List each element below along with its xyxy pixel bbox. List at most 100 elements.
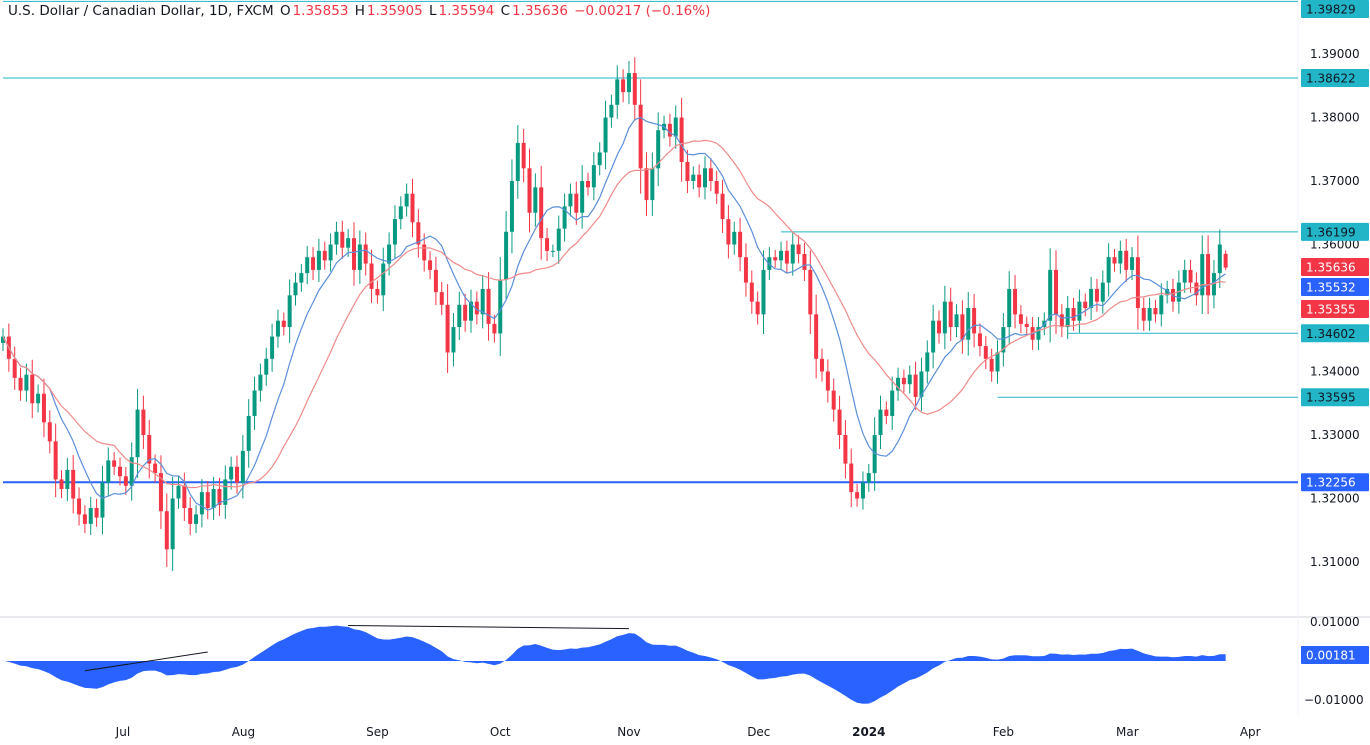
candle-body — [71, 469, 76, 499]
candle-body — [36, 393, 41, 404]
candle-body — [445, 304, 450, 353]
candle-body — [1094, 288, 1099, 302]
candle-body — [141, 409, 146, 435]
time-tick-label: Mar — [1116, 725, 1139, 739]
slow-ma-price-label-text: 1.35355 — [1306, 303, 1356, 317]
time-tick-label: Apr — [1240, 725, 1261, 739]
candle-body — [258, 374, 263, 391]
candle-body — [199, 492, 204, 515]
candle-body — [509, 181, 514, 232]
level-price-label: 1.39829 — [1301, 0, 1369, 18]
candle-body — [989, 358, 994, 372]
low-label: L — [428, 3, 437, 19]
candle-body — [890, 390, 895, 416]
candle-body — [112, 460, 117, 467]
candle-body — [1083, 301, 1088, 308]
candle-body — [732, 231, 737, 245]
candle-body — [913, 374, 918, 397]
price-tick-label: 1.39000 — [1310, 47, 1360, 61]
candle-body — [1124, 250, 1129, 270]
level-price-label-text: 1.34602 — [1306, 327, 1356, 341]
candle-body — [843, 435, 848, 464]
open-label: O — [279, 3, 291, 19]
candle-body — [53, 441, 58, 480]
support-price-label-text: 1.32256 — [1306, 476, 1356, 490]
candle-body — [1100, 282, 1105, 302]
symbol-title: U.S. Dollar / Canadian Dollar, 1D, FXCM — [8, 3, 274, 19]
candle-body — [743, 257, 748, 283]
candle-body — [1165, 288, 1170, 296]
oscillator-trendline — [84, 651, 208, 672]
candle-body — [679, 117, 684, 162]
candle-body — [270, 336, 275, 359]
time-tick-label: Nov — [617, 725, 640, 739]
level-price-label: 1.36199 — [1301, 222, 1369, 241]
candle-body — [1024, 323, 1029, 328]
candle-body — [82, 514, 87, 524]
candle-body — [814, 314, 819, 359]
candle-body — [293, 282, 298, 296]
candle-body — [346, 238, 351, 248]
candle-body — [609, 104, 614, 118]
level-price-label-box — [1301, 0, 1369, 18]
candle-body — [656, 130, 661, 169]
candle-body — [907, 374, 912, 385]
candle-body — [603, 117, 608, 153]
time-tick-label: Oct — [490, 725, 511, 739]
candle-body — [474, 301, 479, 315]
candle-body — [591, 165, 596, 188]
candle-body — [457, 304, 462, 328]
candle-body — [556, 228, 561, 251]
price-tick-label: 1.32000 — [1310, 492, 1360, 506]
candle-body — [100, 482, 105, 518]
candle-body — [334, 231, 339, 245]
candle-body — [416, 222, 421, 245]
candle-body — [1054, 269, 1058, 315]
candle-body — [77, 498, 82, 515]
candle-body — [30, 374, 35, 404]
low-value: 1.35594 — [438, 3, 495, 19]
candle-body — [1153, 308, 1158, 315]
oscillator-tick-label: 0.01000 — [1310, 615, 1360, 629]
candle-body — [1217, 244, 1222, 274]
candle-body — [796, 244, 801, 255]
candle-body — [94, 508, 99, 518]
candle-body — [451, 327, 456, 353]
candle-body — [673, 117, 678, 137]
candle-body — [129, 457, 134, 486]
candle-body — [504, 231, 509, 280]
fast-ma-price-label: 1.35532 — [1301, 278, 1369, 296]
candle-body — [995, 352, 1000, 372]
support-price-label-box — [1301, 473, 1369, 492]
candle-body — [118, 466, 122, 477]
candle-body — [65, 469, 70, 489]
candle-body — [1, 336, 5, 343]
candle-body — [41, 393, 46, 423]
candle-body — [123, 476, 128, 486]
price-tick-label: 1.36000 — [1310, 238, 1360, 252]
candle-body — [550, 250, 555, 252]
candle-body — [691, 174, 696, 181]
candle-body — [948, 301, 953, 328]
candle-body — [498, 279, 503, 334]
candle-body — [357, 244, 362, 270]
candle-body — [568, 193, 573, 207]
candle-body — [931, 320, 936, 353]
candle-body — [831, 390, 836, 410]
candle-body — [328, 244, 333, 261]
slow-ma-price-label: 1.35355 — [1301, 300, 1369, 318]
candle-body — [1141, 308, 1146, 321]
level-price-label: 1.38622 — [1301, 69, 1369, 88]
candle-body — [1112, 257, 1117, 264]
candle-body — [521, 142, 526, 169]
candle-body — [428, 260, 433, 270]
candle-body — [714, 181, 719, 194]
candle-body — [369, 263, 374, 289]
candle-body — [720, 193, 725, 220]
candle-body — [1194, 282, 1199, 296]
candle-body — [281, 320, 286, 328]
candle-body — [422, 244, 427, 261]
candle-body — [650, 168, 655, 201]
oscillator-value-label: 0.00181 — [1301, 646, 1369, 664]
